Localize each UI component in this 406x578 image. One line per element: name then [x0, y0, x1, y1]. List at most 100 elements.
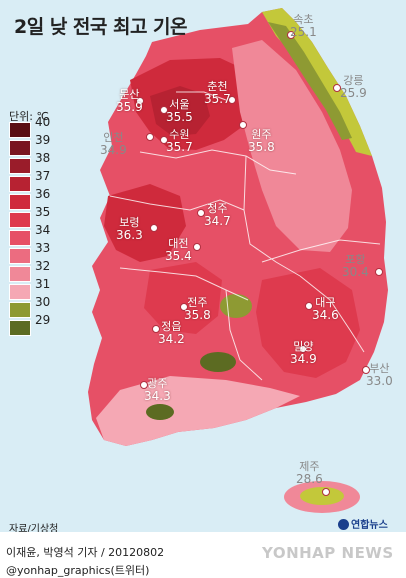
- city-temp: 35.8: [184, 308, 211, 322]
- city-name: 인천: [103, 131, 124, 144]
- city-dot: [287, 31, 295, 39]
- legend-item: 33: [9, 241, 69, 266]
- cool-patch-jirisan: [220, 294, 252, 318]
- yonhap-logo: 연합뉴스: [338, 516, 388, 531]
- city-label: 밀양 34.9: [290, 340, 317, 366]
- city-temp: 33.0: [366, 374, 393, 388]
- city-temp: 35.7: [204, 92, 231, 106]
- cool-patch-south: [200, 352, 236, 372]
- legend-item: 29: [9, 313, 69, 338]
- city-name: 광주: [147, 377, 168, 390]
- city-label: 원주 35.8: [248, 128, 275, 154]
- city-temp: 30.4: [342, 265, 369, 279]
- city-label: 광주 34.3: [144, 377, 171, 403]
- city-name: 대전: [168, 237, 189, 250]
- city-label: 청주 34.7: [204, 202, 231, 228]
- twitter-handle: @yonhap_graphics(트위터): [6, 564, 150, 577]
- city-dot: [160, 136, 168, 144]
- legend-label: 35: [35, 205, 51, 219]
- legend-label: 29: [35, 313, 51, 327]
- city-name: 청주: [207, 202, 228, 215]
- city-name: 부산: [369, 362, 390, 375]
- cool-zone-east-coast-inner: [268, 22, 352, 140]
- city-name: 전주: [187, 296, 208, 309]
- city-name: 보령: [119, 216, 140, 229]
- city-dot: [180, 303, 188, 311]
- legend-unit: 단위: ℃: [9, 110, 49, 123]
- city-label: 춘천 35.7: [204, 80, 231, 106]
- temperature-legend: 40 39 38 37 36 35 34 33 32 31 30 29: [9, 115, 69, 338]
- city-temp: 36.3: [116, 228, 143, 242]
- city-label: 포항 30.4: [342, 253, 369, 279]
- legend-swatch: [9, 140, 31, 156]
- legend-label: 31: [35, 277, 51, 291]
- city-temp: 34.3: [144, 389, 171, 403]
- legend-swatch: [9, 194, 31, 210]
- page-title: 2일 낮 전국 최고 기온: [14, 16, 188, 38]
- legend-swatch: [9, 320, 31, 336]
- legend-label: 38: [35, 151, 51, 165]
- footer: 이재윤, 박영석 기자 / 20120802 @yonhap_graphics(…: [0, 532, 406, 578]
- city-temp: 28.6: [296, 472, 323, 486]
- city-name: 강릉: [343, 74, 364, 87]
- legend-swatch: [9, 158, 31, 174]
- city-temp: 34.2: [158, 332, 185, 346]
- city-dot: [333, 84, 341, 92]
- city-label: 제주 28.6: [296, 460, 323, 486]
- city-label: 전주 35.8: [184, 296, 211, 322]
- city-temp: 34.6: [312, 308, 339, 322]
- cool-patch-coast: [146, 404, 174, 420]
- city-dot: [322, 488, 330, 496]
- city-temp: 35.8: [248, 140, 275, 154]
- legend-label: 39: [35, 133, 51, 147]
- city-temp: 35.7: [166, 140, 193, 154]
- city-dot: [228, 96, 236, 104]
- legend-item: 32: [9, 259, 69, 284]
- legend-swatch: [9, 302, 31, 318]
- city-label: 대전 35.4: [165, 237, 192, 263]
- city-temp: 35.4: [165, 249, 192, 263]
- city-temp: 34.9: [290, 352, 317, 366]
- city-temp: 34.7: [204, 214, 231, 228]
- city-name: 제주: [299, 460, 320, 473]
- city-dot: [146, 133, 154, 141]
- city-name: 속초: [293, 13, 314, 26]
- legend-label: 34: [35, 223, 51, 237]
- byline: 이재윤, 박영석 기자 / 20120802: [6, 546, 165, 559]
- city-label: 인천 34.9: [100, 131, 127, 157]
- city-name: 춘천: [207, 80, 228, 93]
- city-name: 정읍: [161, 320, 182, 333]
- city-name: 포항: [345, 253, 366, 266]
- city-label: 서울 35.5: [166, 98, 193, 124]
- legend-item: 34: [9, 223, 69, 248]
- legend-item: 30: [9, 295, 69, 320]
- city-name: 대구: [315, 296, 336, 309]
- legend-item: 38: [9, 151, 69, 176]
- city-temp: 25.1: [290, 25, 317, 39]
- hot-zone-west: [104, 184, 186, 262]
- city-label: 대구 34.6: [312, 296, 339, 322]
- legend-swatch: [9, 212, 31, 228]
- legend-item: 31: [9, 277, 69, 302]
- legend-label: 36: [35, 187, 51, 201]
- city-dot: [152, 325, 160, 333]
- city-label: 부산 33.0: [366, 362, 393, 388]
- legend-item: 35: [9, 205, 69, 230]
- city-dot: [150, 224, 158, 232]
- legend-label: 30: [35, 295, 51, 309]
- city-dot: [375, 268, 383, 276]
- map-panel: 2일 낮 전국 최고 기온 단위: ℃ 40 39 38 37 36 35 34…: [0, 0, 406, 532]
- cool-zone-south: [96, 376, 300, 446]
- legend-swatch: [9, 230, 31, 246]
- legend-label: 37: [35, 169, 51, 183]
- city-temp: 34.9: [100, 143, 127, 157]
- yonhap-logo-text: 연합뉴스: [351, 520, 388, 531]
- city-name: 서울: [169, 98, 190, 111]
- data-source: 자료/기상청: [9, 524, 59, 532]
- city-name: 원주: [251, 128, 272, 141]
- legend-swatch: [9, 284, 31, 300]
- legend-item: 39: [9, 133, 69, 158]
- city-name: 문산: [119, 88, 140, 101]
- city-dot: [197, 209, 205, 217]
- city-temp: 25.9: [340, 86, 367, 100]
